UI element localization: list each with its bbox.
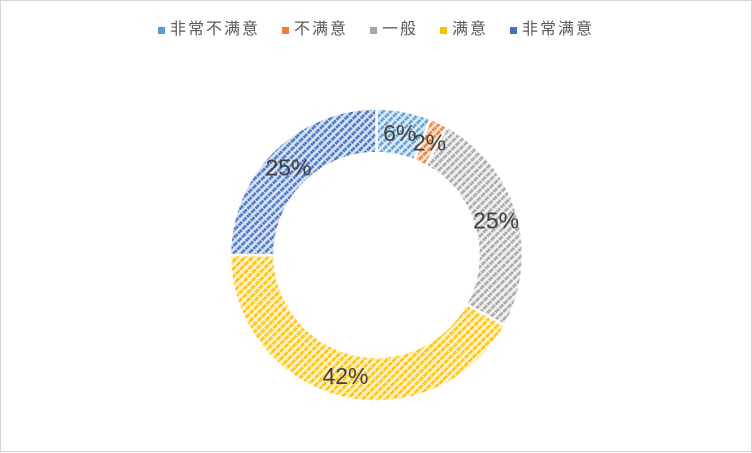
- data-label: 25%: [265, 154, 311, 180]
- legend-item-label: 非常不满意: [169, 21, 260, 38]
- donut-slice[interactable]: [228, 253, 507, 403]
- legend-marker-icon: [281, 26, 289, 34]
- legend-item[interactable]: 非常不满意: [157, 21, 260, 39]
- legend-item[interactable]: 非常满意: [510, 21, 594, 39]
- data-label: 6%: [383, 120, 416, 146]
- legend-item-label: 满意: [452, 21, 489, 38]
- legend-marker-icon: [157, 26, 165, 34]
- legend-marker-icon: [369, 26, 377, 34]
- legend-marker-icon: [510, 26, 518, 34]
- legend-item[interactable]: 不满意: [281, 21, 348, 39]
- donut-slice[interactable]: [228, 107, 378, 257]
- legend-item[interactable]: 满意: [440, 21, 488, 39]
- chart-legend: 非常不满意 不满意 一般 满意 非常满意: [1, 21, 751, 39]
- data-label: 42%: [322, 363, 368, 389]
- legend-item-label: 非常满意: [522, 21, 595, 38]
- legend-item-label: 不满意: [293, 21, 348, 38]
- legend-item[interactable]: 一般: [369, 21, 418, 39]
- legend-item-label: 一般: [381, 21, 418, 38]
- legend-marker-icon: [440, 26, 447, 34]
- data-label: 25%: [473, 208, 519, 234]
- data-label: 2%: [413, 130, 446, 156]
